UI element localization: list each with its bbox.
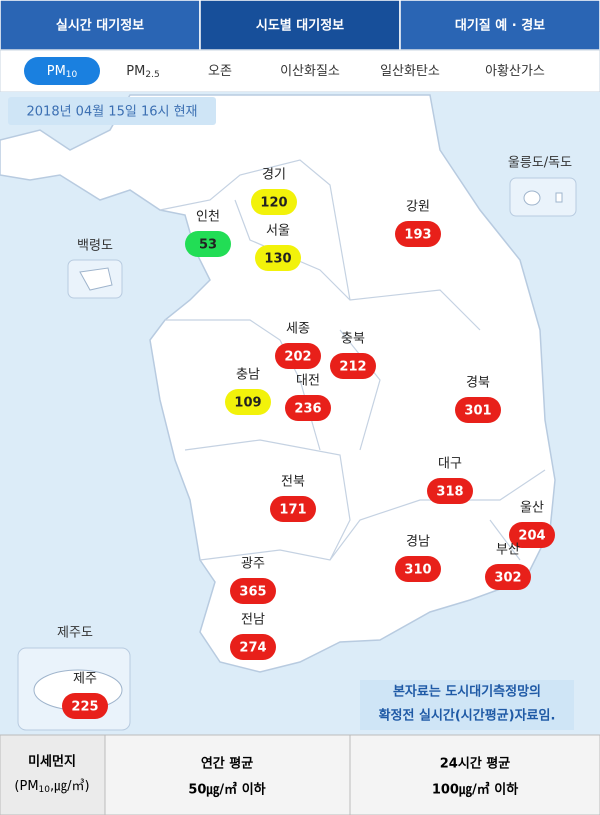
region-name: 광주	[241, 557, 265, 572]
region-badge	[62, 693, 108, 719]
pollutant-tab[interactable]: 아황산가스	[485, 64, 545, 79]
pollutant-tab-label[interactable]: PM	[47, 64, 66, 79]
region-name: 인천	[196, 210, 220, 225]
pollutant-tab[interactable]: 이산화질소	[280, 64, 340, 79]
region-name: 제주	[73, 672, 97, 687]
footer-unit-part: (PM	[14, 779, 38, 794]
region-badge	[270, 496, 316, 522]
note-line: 확정전 실시간(시간평균)자료임.	[379, 708, 556, 724]
pollutant-tab-sub[interactable]: 10	[66, 70, 78, 80]
note-box	[360, 680, 574, 730]
footer-unit-part: ,㎍/㎥)	[50, 779, 90, 794]
ulleung-island	[523, 190, 541, 206]
region-value: 302	[494, 571, 521, 586]
note-line: 본자료는 도시대기측정망의	[393, 684, 541, 700]
region-name: 대전	[296, 374, 320, 389]
pollutant-tab-label[interactable]: 이산화질소	[280, 64, 340, 79]
footer-value: 50㎍/㎥ 이하	[188, 782, 265, 799]
region-name: 경남	[406, 535, 430, 550]
region-value: 225	[71, 700, 98, 715]
footer-unit-sub: 10	[39, 785, 51, 795]
footer-value: 100㎍/㎥ 이하	[432, 782, 518, 799]
region-value: 130	[264, 252, 291, 267]
pollutant-tab-label[interactable]: PM	[126, 64, 145, 79]
pollutant-tab[interactable]: 일산화탄소	[380, 64, 440, 79]
region-value: 212	[339, 360, 366, 375]
region-name: 충남	[236, 368, 260, 383]
footer-cell	[0, 734, 106, 815]
region-value: 318	[436, 485, 463, 500]
tab-label[interactable]: 실시간 대기정보	[56, 18, 144, 34]
tab[interactable]	[399, 0, 600, 51]
ulleung-box	[509, 177, 577, 217]
tab-label[interactable]: 시도별 대기정보	[256, 18, 344, 34]
footer-unit: (PM10,㎍/㎥)	[14, 779, 89, 795]
region-name: 전남	[241, 613, 265, 628]
region-badge	[230, 634, 276, 660]
region-value: 193	[404, 228, 431, 243]
region-name: 서울	[266, 224, 290, 239]
timestamp: 2018년 04월 15일 16시 현재	[27, 105, 198, 120]
region-badge	[251, 189, 297, 215]
region-borders	[159, 159, 546, 561]
region-badge	[395, 221, 441, 247]
region-value: 310	[404, 563, 431, 578]
footer-cell	[349, 734, 600, 815]
footer-header: 연간 평균	[201, 756, 253, 772]
region-badge	[285, 395, 331, 421]
region-value: 204	[518, 529, 545, 544]
region-badge	[509, 522, 555, 548]
tab[interactable]	[0, 0, 201, 51]
region-name: 세종	[286, 322, 310, 337]
baengnyeong-island	[79, 267, 113, 291]
region-value: 109	[234, 396, 261, 411]
pollutant-tab-active[interactable]	[24, 57, 100, 85]
pollutant-tab[interactable]: 오존	[208, 64, 232, 79]
region-value: 236	[294, 402, 321, 417]
region-badge	[455, 397, 501, 423]
region-name: 경기	[262, 168, 286, 183]
region-value: 120	[260, 196, 287, 211]
dokdo-island	[555, 192, 563, 203]
region-name: 부산	[496, 543, 520, 558]
pollutant-tab[interactable]: PM2.5	[126, 64, 159, 80]
region-name: 울산	[520, 501, 544, 516]
pollutant-tab[interactable]: PM10	[47, 64, 78, 80]
footer-unit-title: 미세먼지	[28, 754, 76, 770]
pollutant-tab-label[interactable]: 오존	[208, 64, 232, 79]
region-badge	[275, 343, 321, 369]
region-name: 대구	[438, 457, 462, 472]
region-badge	[485, 564, 531, 590]
region-badge	[230, 578, 276, 604]
tab-label[interactable]: 대기질 예 · 경보	[455, 18, 545, 34]
region-value: 202	[284, 350, 311, 365]
region-badge	[427, 478, 473, 504]
region-badge	[185, 231, 231, 257]
region-badge	[330, 353, 376, 379]
region-value: 274	[239, 641, 266, 656]
pollutant-tab-label[interactable]: 아황산가스	[485, 64, 545, 79]
region-value: 171	[279, 503, 306, 518]
timestamp-box	[8, 97, 216, 125]
region-name: 전북	[281, 475, 305, 490]
footer-cell	[104, 734, 351, 815]
region-badge	[255, 245, 301, 271]
region-name: 충북	[341, 332, 365, 347]
pollutant-tab-sub[interactable]: 2.5	[145, 70, 159, 80]
region-value: 365	[239, 585, 266, 600]
region-badge	[395, 556, 441, 582]
island-label: 울릉도/독도	[508, 156, 572, 171]
region-value: 53	[199, 238, 217, 253]
region-value: 301	[464, 404, 491, 419]
region-name: 강원	[406, 200, 430, 215]
region-name: 경북	[466, 376, 490, 391]
island-label: 백령도	[77, 239, 113, 254]
pollutant-tab-label[interactable]: 일산화탄소	[380, 64, 440, 79]
region-badge	[225, 389, 271, 415]
island-label: 제주도	[57, 626, 93, 641]
footer-header: 24시간 평균	[440, 756, 510, 772]
